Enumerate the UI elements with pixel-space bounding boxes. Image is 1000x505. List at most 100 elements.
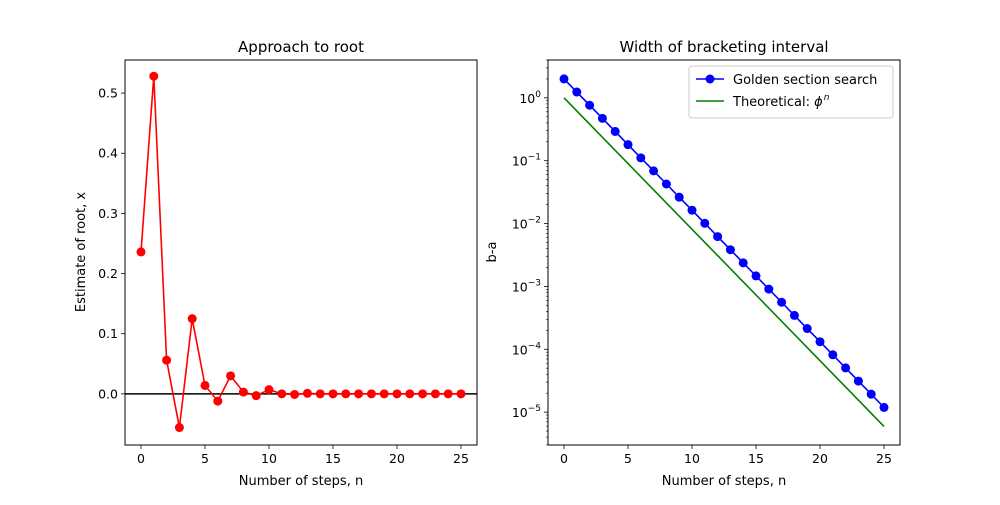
data-point bbox=[405, 389, 415, 399]
x-tick-label: 5 bbox=[201, 451, 209, 466]
y-tick-label: 0.2 bbox=[98, 266, 118, 281]
legend-box bbox=[688, 65, 894, 119]
data-point bbox=[879, 402, 889, 412]
axes-frame bbox=[547, 59, 901, 446]
x-tick-label: 25 bbox=[453, 451, 469, 466]
data-point bbox=[315, 389, 325, 399]
data-point bbox=[341, 389, 351, 399]
data-point bbox=[751, 271, 761, 281]
chart-title: Approach to root bbox=[238, 38, 364, 56]
data-point bbox=[200, 380, 210, 390]
plot-area bbox=[125, 71, 477, 433]
x-tick-label: 20 bbox=[812, 451, 828, 466]
data-point bbox=[392, 389, 402, 399]
x-tick-label: 10 bbox=[261, 451, 277, 466]
x-tick-label: 10 bbox=[684, 451, 700, 466]
y-tick-label: 0.5 bbox=[98, 86, 118, 101]
data-point bbox=[418, 389, 428, 399]
chart-width-of-bracketing-interval: Width of bracketing interval 0 5 10 15 20 25 1… bbox=[485, 38, 901, 489]
x-tick-label: 0 bbox=[560, 451, 568, 466]
tick-group: 0 5 10 15 20 25 0.0 0.1 0.2 0.3 0.4 0.5 bbox=[98, 86, 469, 466]
legend-marker-golden-section bbox=[705, 74, 715, 84]
x-axis-label: Number of steps, n bbox=[239, 474, 363, 489]
data-point bbox=[713, 232, 723, 242]
data-point bbox=[828, 350, 838, 360]
legend-label-theoretical-text: Theoretical: bbox=[732, 95, 814, 110]
data-point bbox=[700, 218, 710, 228]
x-tick-label: 5 bbox=[624, 451, 632, 466]
data-point bbox=[226, 371, 236, 381]
y-tick-label: 10−1 bbox=[512, 153, 541, 169]
data-point bbox=[430, 389, 440, 399]
data-point bbox=[866, 389, 876, 399]
data-point bbox=[136, 247, 146, 257]
data-point bbox=[777, 297, 787, 307]
data-point bbox=[277, 389, 287, 399]
x-tick-label: 25 bbox=[876, 451, 892, 466]
data-point bbox=[841, 363, 851, 373]
tick-group: 0 5 10 15 20 25 100 10−1 10−2 10−3 10−4 10−5 bbox=[512, 59, 892, 466]
data-point bbox=[354, 389, 364, 399]
data-point bbox=[366, 389, 376, 399]
data-point bbox=[328, 389, 338, 399]
data-point bbox=[379, 389, 389, 399]
data-point bbox=[623, 140, 633, 150]
data-point bbox=[213, 396, 223, 406]
y-tick-label: 100 bbox=[519, 90, 541, 106]
chart-title: Width of bracketing interval bbox=[619, 38, 828, 56]
data-point bbox=[610, 126, 620, 136]
data-point bbox=[725, 245, 735, 255]
y-tick-label: 10−5 bbox=[512, 404, 541, 420]
data-point bbox=[585, 100, 595, 110]
x-tick-label: 15 bbox=[748, 451, 764, 466]
chart-approach-to-root: Approach to root 0 5 10 15 20 250.00.10.20.30… bbox=[74, 38, 478, 489]
data-point bbox=[559, 74, 569, 84]
legend-label-theoretical-phi: ϕ bbox=[814, 95, 823, 110]
data-point bbox=[290, 389, 300, 399]
data-point bbox=[162, 355, 172, 365]
legend: Golden section search Theoretical: ϕn bbox=[688, 65, 894, 119]
data-point bbox=[687, 205, 697, 215]
data-point bbox=[853, 376, 863, 386]
data-point bbox=[764, 284, 774, 294]
x-tick-label: 20 bbox=[389, 451, 405, 466]
data-point bbox=[302, 388, 312, 398]
data-point bbox=[443, 389, 453, 399]
data-point bbox=[649, 166, 659, 176]
data-point bbox=[264, 385, 274, 395]
data-point bbox=[674, 192, 684, 202]
plot-area bbox=[559, 74, 889, 427]
data-point bbox=[456, 389, 466, 399]
y-tick-label: 0.0 bbox=[98, 386, 118, 401]
legend-label-golden-section: Golden section search bbox=[733, 73, 877, 88]
data-point bbox=[187, 314, 197, 324]
data-point bbox=[572, 87, 582, 97]
y-tick-label: 0.4 bbox=[98, 146, 118, 161]
y-axis-label: b-a bbox=[485, 242, 500, 263]
data-point bbox=[802, 324, 812, 334]
y-tick-label: 10−3 bbox=[512, 278, 541, 294]
legend-label-theoretical: Theoretical: ϕn bbox=[732, 93, 830, 110]
y-tick-label: 0.3 bbox=[98, 206, 118, 221]
axes-frame bbox=[124, 59, 478, 446]
series-line-theoretical bbox=[563, 97, 885, 427]
x-tick-label: 0 bbox=[137, 451, 145, 466]
y-axis-label: Estimate of root, x bbox=[74, 192, 89, 313]
x-tick-label: 15 bbox=[325, 451, 341, 466]
data-point bbox=[738, 258, 748, 268]
y-tick-label: 10−4 bbox=[512, 341, 541, 357]
data-point bbox=[815, 337, 825, 347]
y-tick-label: 0.1 bbox=[98, 326, 118, 341]
data-point bbox=[661, 179, 671, 189]
legend-label-theoretical-exponent: n bbox=[824, 93, 830, 103]
y-tick-label: 10−2 bbox=[512, 216, 541, 232]
data-point bbox=[636, 153, 646, 163]
data-point bbox=[174, 423, 184, 433]
x-axis-label: Number of steps, n bbox=[662, 474, 786, 489]
data-point bbox=[251, 391, 261, 401]
data-point bbox=[238, 387, 248, 397]
data-point bbox=[597, 113, 607, 123]
data-point bbox=[149, 71, 159, 81]
data-point bbox=[789, 310, 799, 320]
